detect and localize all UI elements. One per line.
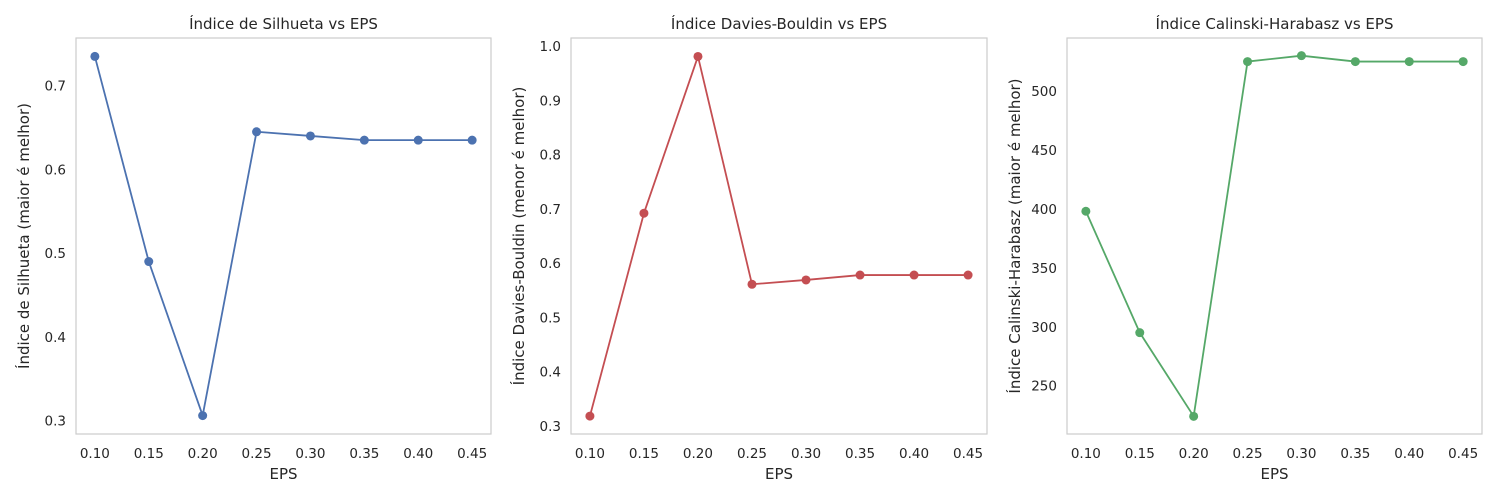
x-tick-label: 0.40 <box>899 446 929 462</box>
x-tick-label: 0.15 <box>1125 446 1155 462</box>
series-line <box>589 55 969 417</box>
data-point <box>467 135 477 145</box>
x-tick-label: 0.25 <box>242 446 272 462</box>
y-tick-label: 0.7 <box>45 79 66 95</box>
y-tick-label: 0.4 <box>45 330 66 346</box>
data-point <box>90 51 100 61</box>
data-point <box>855 270 865 280</box>
series-line <box>93 56 473 417</box>
plot-frame <box>570 37 988 435</box>
x-tick-label: 0.15 <box>629 446 659 462</box>
x-tick-label: 0.40 <box>1394 446 1424 462</box>
data-point <box>359 135 369 145</box>
y-tick-label: 0.6 <box>45 162 66 178</box>
data-point <box>639 208 649 218</box>
x-tick-label: 0.30 <box>791 446 821 462</box>
y-tick-label: 400 <box>1031 202 1057 218</box>
y-tick-label: 0.9 <box>540 93 561 109</box>
x-tick-label: 0.40 <box>403 446 433 462</box>
x-tick-label: 0.30 <box>1286 446 1316 462</box>
x-tick-label: 0.45 <box>1448 446 1478 462</box>
y-tick-label: 0.3 <box>45 414 66 430</box>
data-point <box>252 127 262 137</box>
y-tick-label: 300 <box>1031 320 1057 336</box>
chart-panel-1: Índice de Silhueta vs EPS 0.10 0.15 0.20 0.2… <box>14 14 492 483</box>
x-tick-label: 0.25 <box>1233 446 1263 462</box>
x-tick-label: 0.10 <box>575 446 605 462</box>
data-point <box>1458 57 1468 67</box>
x-tick-label: 0.35 <box>1340 446 1370 462</box>
series-line <box>1085 54 1464 418</box>
y-tick-label: 0.5 <box>540 310 561 326</box>
data-point <box>305 131 315 141</box>
x-tick-label: 0.35 <box>845 446 875 462</box>
y-tick-label: 0.5 <box>45 246 66 262</box>
plot-frame <box>75 37 492 435</box>
data-point <box>413 135 423 145</box>
x-axis-label: EPS <box>1260 465 1288 483</box>
y-tick-label: 500 <box>1031 84 1057 100</box>
x-tick-label: 0.25 <box>737 446 767 462</box>
data-point <box>801 275 811 285</box>
y-tick-label: 0.8 <box>540 148 561 164</box>
x-tick-label: 0.30 <box>295 446 325 462</box>
data-point <box>1081 206 1091 216</box>
data-point <box>963 270 973 280</box>
x-tick-label: 0.20 <box>683 446 713 462</box>
x-tick-label: 0.20 <box>188 446 218 462</box>
y-tick-label: 1.0 <box>540 39 561 55</box>
data-point <box>144 257 154 267</box>
data-point <box>1350 57 1360 67</box>
x-tick-label: 0.20 <box>1179 446 1209 462</box>
y-tick-label: 0.6 <box>540 256 561 272</box>
data-point <box>747 279 757 289</box>
data-point <box>1404 57 1414 67</box>
y-tick-label: 0.4 <box>540 365 561 381</box>
x-tick-label: 0.10 <box>1071 446 1101 462</box>
y-axis-label: Índice Davies-Bouldin (menor é melhor) <box>509 87 528 386</box>
x-tick-label: 0.15 <box>134 446 164 462</box>
x-axis-label: EPS <box>765 465 793 483</box>
chart-panel-2: Índice Davies-Bouldin vs EPS 0.10 0.15 0.20… <box>509 14 988 483</box>
chart-panel-3: Índice Calinski-Harabasz vs EPS 0.10 0.15 0… <box>1005 14 1483 483</box>
chart-title: Índice Calinski-Harabasz vs EPS <box>1156 14 1394 33</box>
y-axis-label: Índice de Silhueta (maior é melhor) <box>14 103 33 369</box>
plot-frame <box>1066 37 1483 435</box>
data-point <box>1296 51 1306 61</box>
data-point <box>198 411 208 421</box>
x-tick-label: 0.35 <box>349 446 379 462</box>
data-point <box>909 270 919 280</box>
y-tick-label: 0.7 <box>540 202 561 218</box>
y-tick-label: 0.3 <box>540 419 561 435</box>
data-point <box>1189 411 1199 421</box>
y-axis-label: Índice Calinski-Harabasz (maior é melhor… <box>1005 78 1024 393</box>
chart-title: Índice Davies-Bouldin vs EPS <box>671 14 887 33</box>
x-tick-label: 0.45 <box>953 446 983 462</box>
data-point <box>585 411 595 421</box>
chart-title: Índice de Silhueta vs EPS <box>189 14 378 33</box>
data-point <box>1243 57 1253 67</box>
x-axis-label: EPS <box>269 465 297 483</box>
y-tick-label: 350 <box>1031 261 1057 277</box>
y-tick-label: 450 <box>1031 143 1057 159</box>
y-tick-label: 250 <box>1031 379 1057 395</box>
data-point <box>693 51 703 61</box>
x-tick-label: 0.45 <box>457 446 487 462</box>
x-tick-label: 0.10 <box>80 446 110 462</box>
data-point <box>1135 328 1145 338</box>
